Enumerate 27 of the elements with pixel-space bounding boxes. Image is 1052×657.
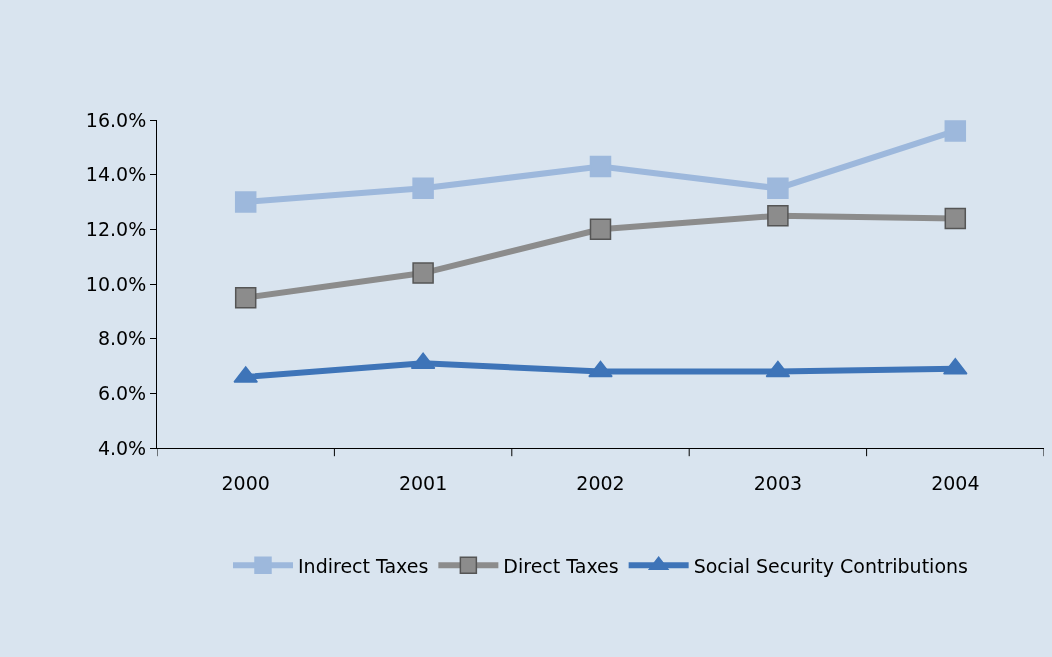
y-tick-label: 6.0% bbox=[97, 381, 147, 404]
x-tick-label: 2000 bbox=[221, 471, 270, 494]
point bbox=[767, 177, 789, 200]
legend-label: Social Security Contributions bbox=[693, 554, 968, 577]
point bbox=[943, 357, 968, 375]
legend-label: Indirect Taxes bbox=[298, 554, 429, 577]
point bbox=[944, 207, 967, 230]
legend-label: Direct Taxes bbox=[503, 554, 619, 577]
point bbox=[589, 155, 612, 178]
point bbox=[234, 191, 257, 213]
point bbox=[412, 262, 434, 284]
x-tick-label: 2004 bbox=[931, 471, 980, 494]
y-tick-label: 8.0% bbox=[97, 327, 147, 350]
y-tick-label: 16.0% bbox=[85, 108, 147, 131]
point bbox=[944, 120, 967, 142]
point bbox=[589, 218, 612, 241]
point bbox=[412, 177, 434, 200]
y-tick-label: 12.0% bbox=[85, 217, 147, 240]
point bbox=[588, 360, 613, 378]
x-tick-label: 2001 bbox=[398, 471, 448, 494]
x-tick-label: 2002 bbox=[576, 471, 625, 494]
y-tick-label: 10.0% bbox=[85, 272, 147, 295]
y-tick-label: 4.0% bbox=[97, 436, 147, 459]
point bbox=[767, 204, 789, 227]
x-tick-label: 2003 bbox=[753, 471, 803, 494]
point bbox=[234, 286, 257, 309]
y-tick-label: 14.0% bbox=[85, 163, 147, 186]
